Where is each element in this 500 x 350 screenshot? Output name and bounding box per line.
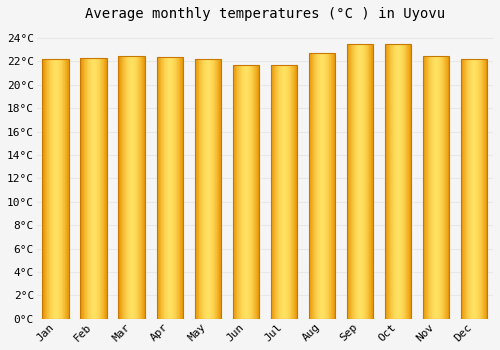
- Title: Average monthly temperatures (°C ) in Uyovu: Average monthly temperatures (°C ) in Uy…: [85, 7, 445, 21]
- Bar: [346, 44, 374, 319]
- Bar: [118, 56, 145, 319]
- Bar: [232, 65, 259, 319]
- Bar: [80, 58, 107, 319]
- Bar: [194, 59, 221, 319]
- Bar: [42, 59, 69, 319]
- Bar: [270, 65, 297, 319]
- Bar: [308, 53, 335, 319]
- Bar: [156, 57, 183, 319]
- Bar: [460, 59, 487, 319]
- Bar: [422, 56, 450, 319]
- Bar: [384, 44, 411, 319]
